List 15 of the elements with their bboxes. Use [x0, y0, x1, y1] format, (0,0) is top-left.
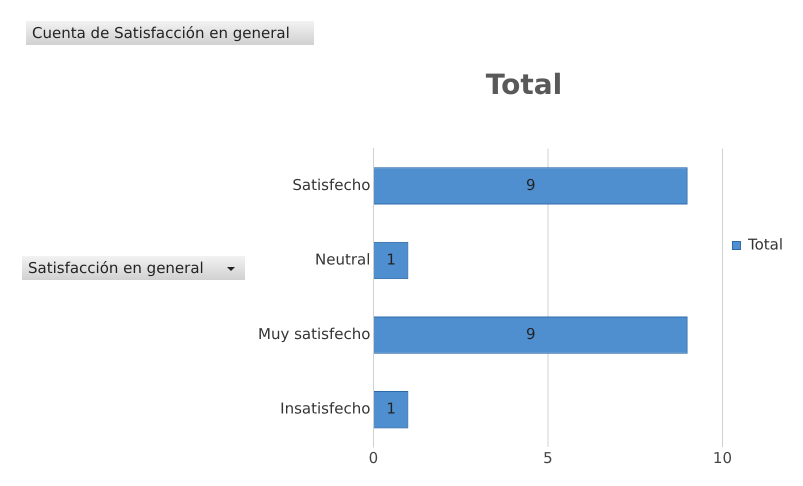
text: Satisfacción en general — [28, 259, 204, 277]
y-tick-label: Insatisfecho — [280, 400, 370, 418]
text: Cuenta de Satisfacción en general — [32, 24, 290, 42]
chart-title: Total — [486, 68, 562, 102]
y-tick-label: Satisfecho — [292, 176, 370, 194]
y-tick-label: Muy satisfecho — [258, 324, 370, 343]
data-label: 9 — [526, 324, 536, 343]
legend-label: Total — [746, 235, 784, 254]
x-tick-label: 0 — [368, 448, 378, 467]
x-tick-label: 5 — [543, 448, 553, 467]
data-label: 1 — [386, 250, 396, 268]
x-tick-label: 10 — [712, 448, 732, 467]
y-tick-label: Neutral — [315, 250, 370, 268]
data-label: 1 — [386, 400, 396, 418]
data-label: 9 — [526, 176, 536, 194]
